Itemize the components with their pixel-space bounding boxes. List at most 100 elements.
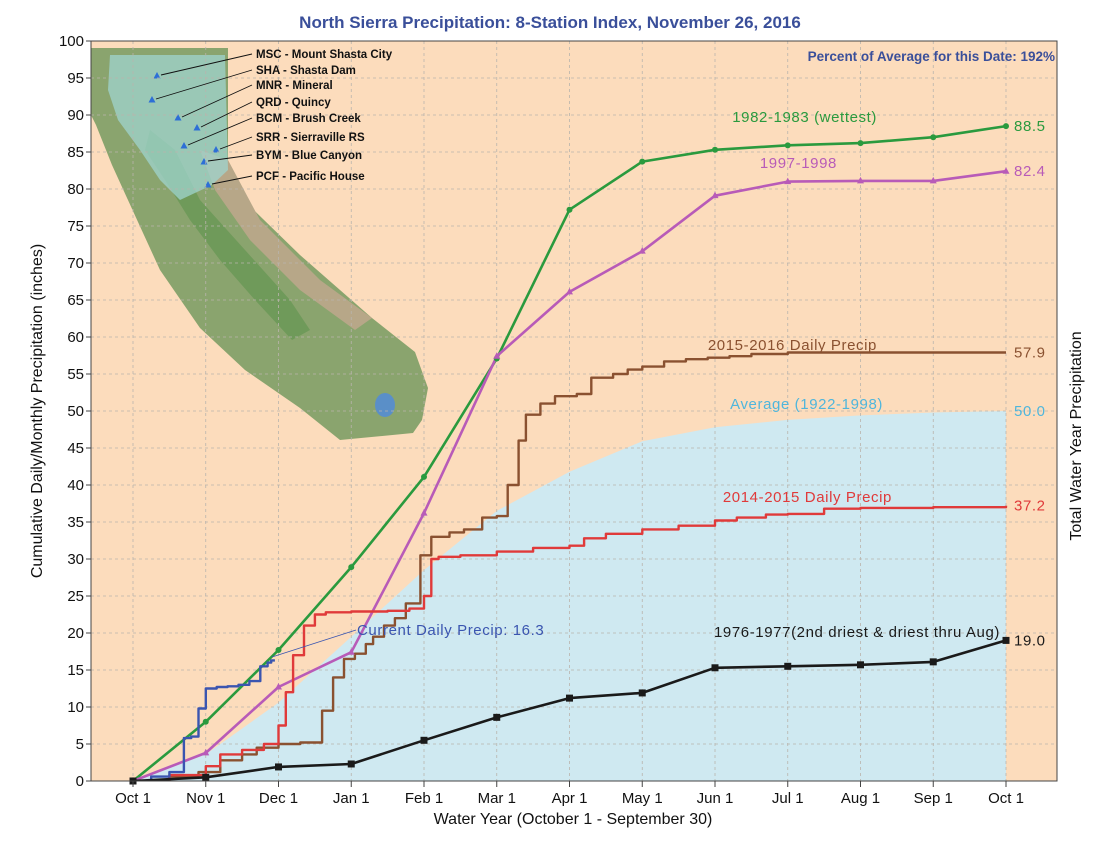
y-axis-right-label: Total Water Year Precipitation: [1068, 331, 1085, 540]
data-point-1982-1983-wettest: [784, 142, 791, 149]
station-marker-icon: [153, 72, 161, 79]
data-point-1982-1983-wettest: [348, 564, 355, 571]
data-point-1997-1998: [275, 683, 282, 690]
station-label-msc: MSC - Mount Shasta City: [256, 49, 393, 61]
y-tick-label: 95: [67, 70, 84, 87]
y-tick-label: 50: [67, 403, 84, 420]
data-point-1976-1977-2nd-driest-driest-thru-aug: [347, 760, 355, 768]
data-point-1982-1983-wettest: [1003, 123, 1009, 130]
x-tick-label: Apr 1: [552, 790, 588, 807]
y-tick-label: 10: [67, 699, 84, 716]
station-label-qrd: QRD - Quincy: [256, 97, 331, 109]
station-label-sha: SHA - Shasta Dam: [256, 65, 356, 77]
data-point-1982-1983-wettest: [275, 647, 282, 654]
x-tick-label: Oct 1: [988, 790, 1024, 807]
data-point-1997-1998: [784, 177, 792, 185]
end-value-1997-1998: 82.4: [1014, 163, 1046, 180]
y-tick-label: 80: [67, 181, 84, 198]
end-value-1982-1983-wettest: 88.5: [1014, 118, 1046, 135]
x-tick-label: Sep 1: [914, 790, 953, 807]
station-label-srr: SRR - Sierraville RS: [256, 132, 365, 144]
current-precip-leader-line: [271, 629, 357, 658]
station-label-bcm: BCM - Brush Creek: [256, 113, 361, 125]
station-label-pcf: PCF - Pacific House: [256, 171, 365, 183]
x-tick-label: May 1: [622, 790, 663, 807]
y-tick-label: 70: [67, 255, 84, 272]
california-map-inset: [91, 48, 428, 440]
end-value-average-1922-1998: 50.0: [1014, 403, 1046, 420]
end-value-1976-1977-2nd-driest-driest-thru-aug: 19.0: [1014, 632, 1046, 649]
data-point-1997-1998: [929, 176, 937, 184]
data-point-1976-1977-2nd-driest-driest-thru-aug: [784, 662, 792, 670]
station-label-mnr: MNR - Mineral: [256, 80, 333, 92]
y-tick-label: 45: [67, 440, 84, 457]
series-label-current-daily-precip-16-3: Current Daily Precip: 16.3: [357, 622, 544, 639]
data-point-1982-1983-wettest: [566, 206, 573, 213]
data-point-1982-1983-wettest: [639, 158, 646, 165]
data-point-1982-1983-wettest: [421, 473, 427, 480]
x-tick-label: Mar 1: [478, 790, 516, 807]
watershed-highlight: [108, 55, 228, 200]
y-tick-label: 85: [67, 144, 84, 161]
end-value-2015-2016-daily-precip: 57.9: [1014, 345, 1046, 362]
station-marker-icon: [180, 142, 188, 149]
x-tick-label: Jun 1: [697, 790, 734, 807]
y-tick-label: 60: [67, 329, 84, 346]
station-pointer-line: [155, 69, 253, 100]
y-tick-label: 65: [67, 292, 84, 309]
data-point-1982-1983-wettest: [930, 134, 937, 141]
y-tick-label: 25: [67, 588, 84, 605]
data-point-1976-1977-2nd-driest-driest-thru-aug: [566, 694, 573, 702]
data-point-1997-1998: [711, 191, 719, 199]
data-point-1976-1977-2nd-driest-driest-thru-aug: [1002, 636, 1010, 644]
x-tick-label: Nov 1: [186, 790, 225, 807]
percent-of-average-note: Percent of Average for this Date: 192%: [808, 49, 1055, 64]
series-line-current-daily-precip-16-3: [133, 659, 275, 781]
data-point-1976-1977-2nd-driest-driest-thru-aug: [493, 713, 501, 721]
station-pointer-line: [187, 117, 253, 146]
data-point-1982-1983-wettest: [712, 146, 718, 153]
data-point-1976-1977-2nd-driest-driest-thru-aug: [202, 773, 210, 781]
data-point-1997-1998: [347, 648, 355, 655]
data-point-1997-1998: [493, 352, 501, 359]
y-tick-label: 0: [76, 773, 84, 790]
data-point-1976-1977-2nd-driest-driest-thru-aug: [929, 658, 937, 666]
data-point-1976-1977-2nd-driest-driest-thru-aug: [711, 664, 719, 672]
station-label-bym: BYM - Blue Canyon: [256, 150, 362, 162]
station-pointer-line: [219, 136, 253, 150]
x-tick-label: Dec 1: [259, 790, 298, 807]
series-line-2014-2015-daily-precip: [133, 505, 1008, 781]
x-tick-label: Jan 1: [333, 790, 370, 807]
x-axis-label: Water Year (October 1 - September 30): [434, 811, 713, 828]
station-marker-icon: [193, 124, 201, 131]
data-point-1997-1998: [638, 247, 646, 254]
x-tick-label: Oct 1: [115, 790, 151, 807]
station-pointer-line: [200, 101, 253, 128]
data-point-1976-1977-2nd-driest-driest-thru-aug: [638, 689, 646, 697]
x-tick-label: Jul 1: [772, 790, 804, 807]
data-point-1976-1977-2nd-driest-driest-thru-aug: [420, 736, 428, 744]
series-line-2015-2016-daily-precip: [133, 351, 1006, 781]
data-point-1997-1998: [857, 176, 864, 184]
y-axis-label: Cumulative Daily/Monthly Precipitation (…: [29, 244, 46, 578]
station-pointer-line: [211, 175, 253, 185]
y-tick-label: 55: [67, 366, 84, 383]
station-pointer-line: [181, 84, 253, 118]
y-tick-label: 30: [67, 551, 84, 568]
y-tick-label: 5: [76, 736, 84, 753]
y-tick-label: 90: [67, 107, 84, 124]
chart-title: North Sierra Precipitation: 8-Station In…: [299, 13, 801, 32]
station-pointer-line: [160, 53, 253, 76]
data-point-1997-1998: [1002, 167, 1010, 174]
data-point-1976-1977-2nd-driest-driest-thru-aug: [275, 763, 282, 771]
data-point-1997-1998: [566, 287, 573, 295]
y-tick-label: 35: [67, 514, 84, 531]
series-label-1982-1983-wettest: 1982-1983 (wettest): [732, 109, 877, 126]
y-tick-label: 100: [59, 33, 84, 50]
y-tick-label: 40: [67, 477, 84, 494]
series-label-1997-1998: 1997-1998: [760, 155, 837, 172]
y-tick-label: 75: [67, 218, 84, 235]
end-value-2014-2015-daily-precip: 37.2: [1014, 498, 1046, 515]
station-marker-icon: [204, 181, 212, 188]
data-point-1976-1977-2nd-driest-driest-thru-aug: [857, 661, 864, 669]
